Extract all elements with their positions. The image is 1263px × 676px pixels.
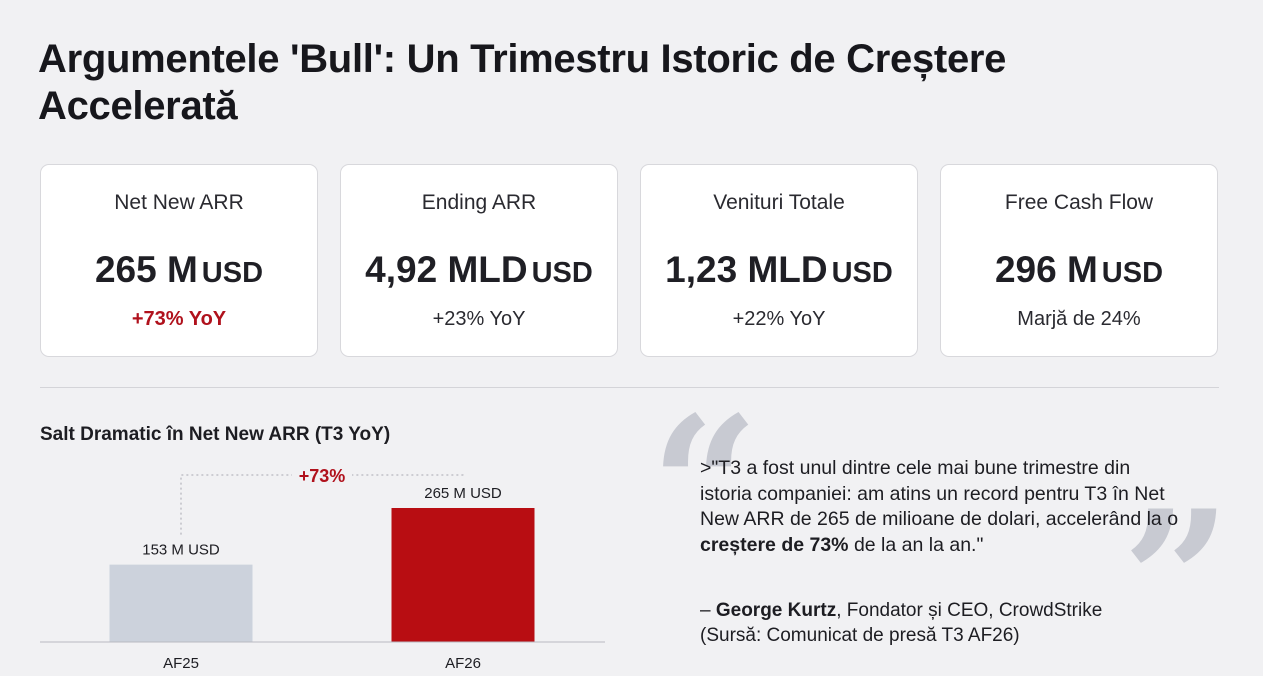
x-tick-label: AF26 — [445, 655, 481, 672]
kpi-number: 1,23 MLD — [665, 249, 828, 290]
bar-value-label: 153 M USD — [142, 542, 220, 559]
quote-attribution: – George Kurtz, Fondator și CEO, CrowdSt… — [700, 598, 1170, 648]
quote-role: , Fondator și CEO, CrowdStrike — [836, 600, 1103, 621]
kpi-label: Free Cash Flow — [1004, 191, 1154, 214]
kpi-card-free-cash-flow: Free Cash Flow 296 M USD Marjă de 24% — [940, 164, 1218, 357]
kpi-unit: USD — [831, 257, 893, 289]
kpi-label: Net New ARR — [114, 191, 244, 214]
quote-source: (Sursă: Comunicat de presă T3 AF26) — [700, 625, 1020, 646]
kpi-value: 296 M USD — [941, 249, 1217, 291]
kpi-card-venituri-totale: Venituri Totale 1,23 MLD USD +22% YoY — [640, 164, 918, 357]
ceo-quote: >"T3 a fost unul dintre cele mai bune tr… — [700, 456, 1180, 558]
kpi-unit: USD — [531, 257, 593, 289]
bar-chart: 153 M USD AF25 265 M USD AF26 +73% — [40, 463, 605, 672]
kpi-value: 265 M USD — [41, 249, 317, 291]
kpi-change: Marjă de 24% — [1017, 308, 1141, 330]
kpi-change: +23% YoY — [432, 308, 526, 330]
growth-label: +73% — [299, 466, 346, 486]
open-quote-icon: “ — [650, 375, 760, 598]
section-divider — [40, 387, 1219, 388]
kpi-value: 4,92 MLD USD — [341, 249, 617, 291]
quote-author: George Kurtz — [715, 600, 837, 621]
kpi-card-ending-arr: Ending ARR 4,92 MLD USD +23% YoY — [340, 164, 618, 357]
kpi-change: +22% YoY — [732, 308, 826, 330]
quote-text-start: >"T3 a fost unul dintre cele mai bune tr… — [700, 457, 1179, 530]
kpi-label: Ending ARR — [421, 191, 537, 214]
x-tick-label: AF25 — [163, 655, 199, 672]
kpi-number: 296 M — [994, 249, 1098, 290]
growth-label-background — [292, 463, 352, 487]
chart-title: Salt Dramatic în Net New ARR (T3 YoY) — [40, 424, 391, 445]
bar-af25 — [109, 564, 253, 642]
kpi-card-net-new-arr: Net New ARR 265 M USD +73% YoY — [40, 164, 318, 357]
kpi-unit: USD — [201, 257, 264, 289]
bar-value-label: 265 M USD — [424, 485, 502, 502]
close-quote-icon: ” — [1122, 469, 1232, 676]
kpi-change: +73% YoY — [131, 308, 227, 330]
kpi-label: Venituri Totale — [713, 191, 845, 214]
quote-text-end: de la an la an." — [848, 533, 984, 556]
kpi-number: 265 M — [94, 249, 198, 290]
bar-af26 — [391, 508, 535, 642]
kpi-cards: Net New ARR 265 M USD +73% YoY Ending ARR… — [40, 164, 1219, 357]
kpi-value: 1,23 MLD USD — [641, 249, 917, 291]
page-title: Argumentele 'Bull': Un Trimestru Istoric… — [38, 37, 1007, 128]
kpi-number: 4,92 MLD — [365, 249, 528, 290]
quote-highlight: creștere de 73% — [700, 533, 849, 556]
attribution-dash: – — [700, 600, 716, 621]
kpi-unit: USD — [1101, 257, 1164, 289]
